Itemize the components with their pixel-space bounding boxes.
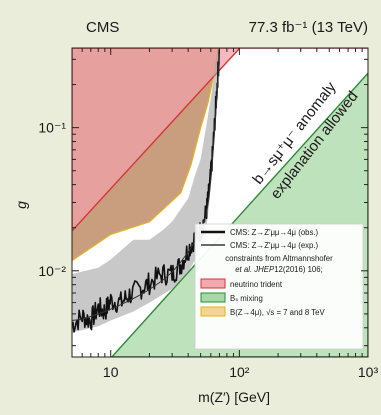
x-tick-label: 10 xyxy=(103,364,119,380)
x-axis-label: m(Z′) [GeV] xyxy=(198,389,270,405)
legend-note-line-1: constraints from Altmannshofer xyxy=(225,254,333,263)
axis-ticks: 10 10² 10³ 10⁻² 10⁻¹ xyxy=(38,48,378,380)
y-axis-label: g xyxy=(13,201,29,209)
legend-label-expected: CMS: Z→Z′μμ→4μ (exp.) xyxy=(230,241,319,250)
luminosity-label: 77.3 fb⁻¹ (13 TeV) xyxy=(249,19,368,36)
legend-label-constraint-3: B(Z→4μ), √s = 7 and 8 TeV xyxy=(230,308,325,317)
legend-label-constraint-2: Bₛ mixing xyxy=(230,294,263,303)
y-tick-label: 10⁻² xyxy=(38,263,66,279)
legend-swatch-constraint-2 xyxy=(200,292,226,303)
legend-swatch-constraint-1 xyxy=(200,278,226,289)
legend-label-constraint-1: neutrino trident xyxy=(230,280,283,289)
expected-limit-line xyxy=(72,53,220,321)
y-tick-label: 10⁻¹ xyxy=(38,120,66,136)
experiment-label: CMS xyxy=(86,19,119,36)
legend-note-line-2: et al. JHEP12(2016) 106; xyxy=(235,265,323,274)
region-neutrino-trident xyxy=(72,48,368,232)
legend-swatch-constraint-3 xyxy=(200,306,226,317)
x-tick-label: 10³ xyxy=(358,364,379,380)
legend-label-observed: CMS: Z→Z′μμ→4μ (obs.) xyxy=(230,228,319,237)
legend: CMS: Z→Z′μμ→4μ (obs.) CMS: Z→Z′μμ→4μ (exp… xyxy=(194,223,364,350)
x-tick-label: 10² xyxy=(229,364,250,380)
observed-limit-line xyxy=(72,49,220,333)
